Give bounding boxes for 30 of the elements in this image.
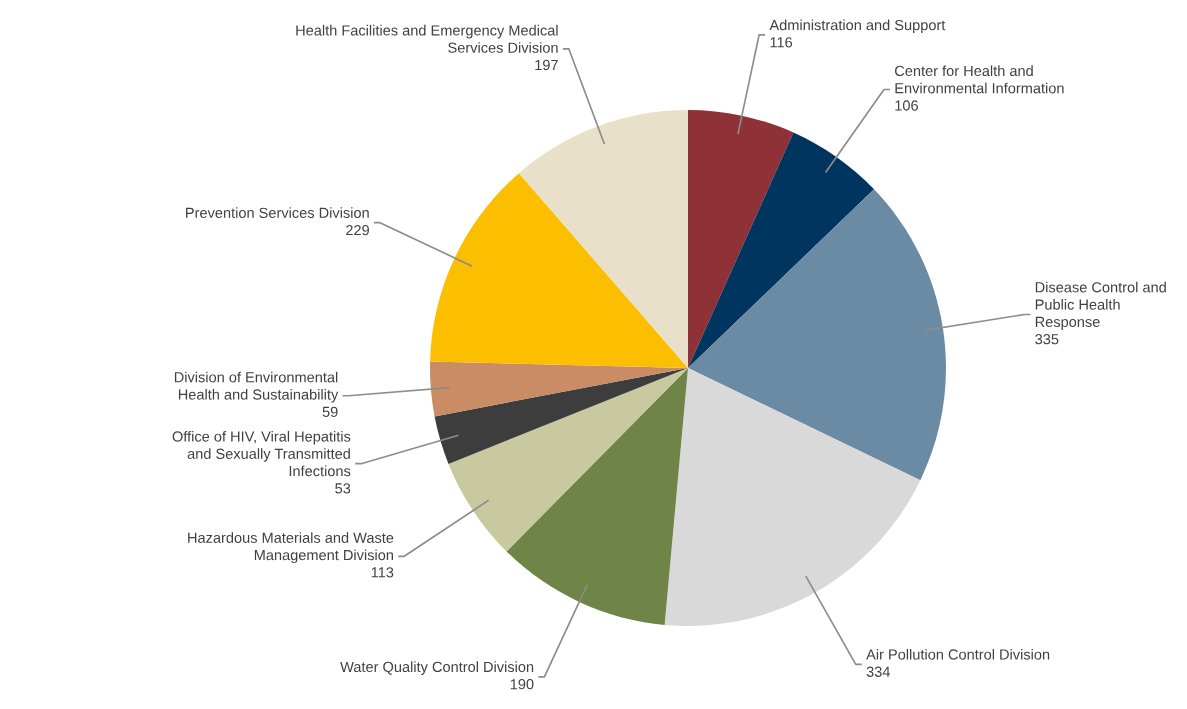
slice-label: Water Quality Control Division xyxy=(340,661,534,675)
slice-label: Disease Control and Public Health Response xyxy=(1035,281,1166,330)
data-label: 113 xyxy=(371,567,394,578)
slice-label: Administration and Support xyxy=(769,19,946,34)
pie-slice xyxy=(430,361,688,417)
pie-slice xyxy=(430,173,688,368)
data-label: 53 xyxy=(335,483,351,494)
slice-label: Prevention Services Division xyxy=(186,207,369,218)
slice-label: Air Pollution Control Division xyxy=(866,648,1050,660)
pie-slice xyxy=(434,368,688,464)
slice-label: Hazardous Materials and Waste Management Division xyxy=(188,532,394,564)
data-label: 334 xyxy=(866,666,890,677)
slice-label: Health Facilities and Emergency Medical Services Division xyxy=(296,24,558,53)
slice-label: Office of HIV, Viral Hepatitis and Sexually Transmitted Infections xyxy=(172,430,351,477)
pie-slice xyxy=(664,368,921,626)
data-label: 190 xyxy=(510,679,534,690)
pie-slice xyxy=(688,132,875,368)
data-label: 197 xyxy=(535,59,558,71)
data-label: 335 xyxy=(1035,334,1059,345)
data-label: 106 xyxy=(895,100,918,111)
pie-slice xyxy=(688,189,946,481)
pie-slice xyxy=(688,110,794,368)
data-label: 229 xyxy=(346,224,369,236)
slice-label: Division of Environmental Health and Sustainability xyxy=(174,371,339,403)
data-label: 116 xyxy=(770,37,793,48)
data-label: 59 xyxy=(322,406,338,417)
slice-label: Center for Health and Environmental Information xyxy=(895,65,1064,94)
pie-slice xyxy=(448,368,688,552)
pie-slice xyxy=(518,110,688,368)
pie-slice xyxy=(506,368,688,625)
